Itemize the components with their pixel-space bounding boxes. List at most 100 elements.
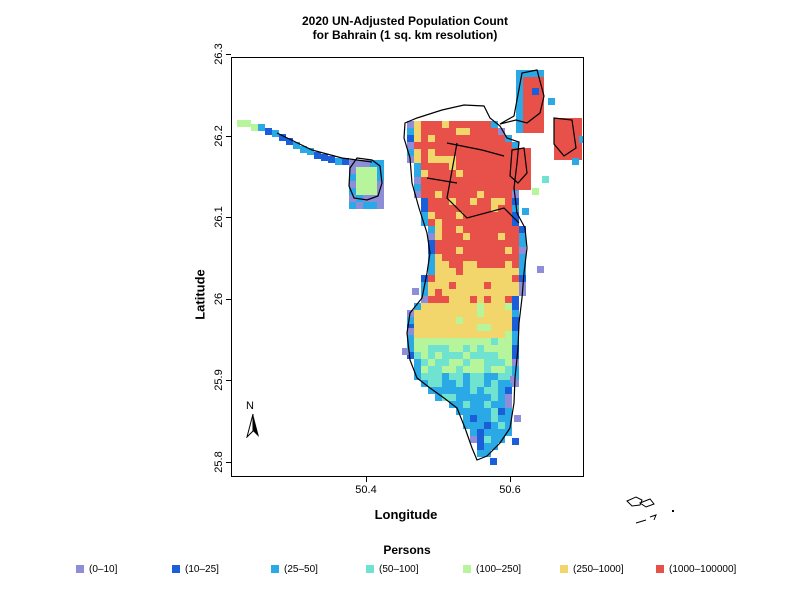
population-cell bbox=[498, 170, 505, 177]
population-cell bbox=[428, 303, 435, 310]
population-cell bbox=[568, 118, 575, 125]
population-cell bbox=[537, 77, 544, 84]
population-cell bbox=[484, 373, 491, 380]
population-cell bbox=[321, 154, 328, 161]
population-cell bbox=[414, 310, 421, 317]
population-cell bbox=[477, 268, 484, 275]
population-cell bbox=[435, 352, 442, 359]
population-cell bbox=[477, 247, 484, 254]
population-cell bbox=[523, 70, 530, 77]
population-cell bbox=[251, 124, 258, 131]
population-cell bbox=[435, 359, 442, 366]
population-cell bbox=[477, 226, 484, 233]
population-cell bbox=[456, 401, 463, 408]
population-cell bbox=[510, 162, 517, 169]
population-cell bbox=[456, 317, 463, 324]
population-cell bbox=[428, 275, 435, 282]
population-cell bbox=[491, 394, 498, 401]
population-cell bbox=[463, 373, 470, 380]
population-cell bbox=[484, 205, 491, 212]
population-cell bbox=[470, 121, 477, 128]
population-cell bbox=[505, 296, 512, 303]
population-cell bbox=[421, 177, 428, 184]
population-cell bbox=[421, 289, 428, 296]
population-cell bbox=[524, 162, 531, 169]
population-cell bbox=[561, 132, 568, 139]
population-cell bbox=[491, 191, 498, 198]
population-cell bbox=[484, 254, 491, 261]
population-cell bbox=[456, 240, 463, 247]
population-cell bbox=[421, 331, 428, 338]
population-cell bbox=[421, 310, 428, 317]
population-raster-map[interactable] bbox=[232, 58, 584, 477]
population-cell bbox=[435, 261, 442, 268]
population-cell bbox=[456, 275, 463, 282]
population-cell bbox=[435, 198, 442, 205]
population-cell bbox=[449, 387, 456, 394]
population-cell bbox=[349, 167, 356, 174]
population-cell bbox=[449, 198, 456, 205]
population-cell bbox=[498, 198, 505, 205]
population-cell bbox=[505, 387, 512, 394]
legend-swatch bbox=[560, 565, 568, 573]
population-cell bbox=[428, 373, 435, 380]
population-cell bbox=[449, 226, 456, 233]
population-cell bbox=[561, 125, 568, 132]
population-cell bbox=[554, 146, 561, 153]
population-cell bbox=[484, 394, 491, 401]
population-cell bbox=[449, 184, 456, 191]
population-cell bbox=[491, 233, 498, 240]
population-cell bbox=[505, 219, 512, 226]
north-arrow-icon bbox=[246, 414, 259, 438]
population-cell bbox=[505, 268, 512, 275]
population-cell bbox=[470, 149, 477, 156]
population-cell bbox=[463, 422, 470, 429]
population-cell bbox=[407, 328, 414, 335]
population-cell bbox=[370, 181, 377, 188]
population-cell bbox=[491, 156, 498, 163]
population-cell bbox=[530, 112, 537, 119]
population-cell bbox=[477, 261, 484, 268]
population-cell bbox=[449, 219, 456, 226]
population-cell bbox=[414, 359, 421, 366]
population-cell bbox=[363, 174, 370, 181]
population-cell bbox=[421, 135, 428, 142]
population-cell bbox=[477, 359, 484, 366]
population-cell bbox=[428, 226, 435, 233]
population-cell bbox=[498, 359, 505, 366]
population-cell bbox=[470, 247, 477, 254]
population-cell bbox=[512, 296, 519, 303]
population-cell bbox=[414, 184, 421, 191]
population-cell bbox=[477, 289, 484, 296]
population-cell bbox=[498, 422, 505, 429]
population-cell bbox=[442, 163, 449, 170]
population-cell bbox=[512, 380, 519, 387]
map-frame[interactable] bbox=[231, 57, 584, 477]
population-cell bbox=[505, 170, 512, 177]
population-cell bbox=[477, 198, 484, 205]
population-cell bbox=[328, 156, 335, 163]
population-cell bbox=[484, 401, 491, 408]
population-cell bbox=[435, 345, 442, 352]
population-cell bbox=[456, 324, 463, 331]
x-tick-mark bbox=[510, 477, 511, 482]
population-cell bbox=[530, 119, 537, 126]
population-cell bbox=[477, 380, 484, 387]
population-cell bbox=[414, 317, 421, 324]
population-cell bbox=[477, 338, 484, 345]
population-cell bbox=[435, 268, 442, 275]
legend-label: (1000–100000] bbox=[669, 563, 737, 575]
population-cell bbox=[491, 282, 498, 289]
population-cell bbox=[428, 184, 435, 191]
population-cell bbox=[414, 170, 421, 177]
population-cell bbox=[470, 156, 477, 163]
population-cell bbox=[435, 380, 442, 387]
population-cell bbox=[498, 268, 505, 275]
population-cell bbox=[463, 149, 470, 156]
population-cell bbox=[491, 359, 498, 366]
population-cell bbox=[463, 135, 470, 142]
population-cell bbox=[449, 373, 456, 380]
population-cell bbox=[449, 261, 456, 268]
population-cell bbox=[456, 408, 463, 415]
population-cell bbox=[491, 247, 498, 254]
